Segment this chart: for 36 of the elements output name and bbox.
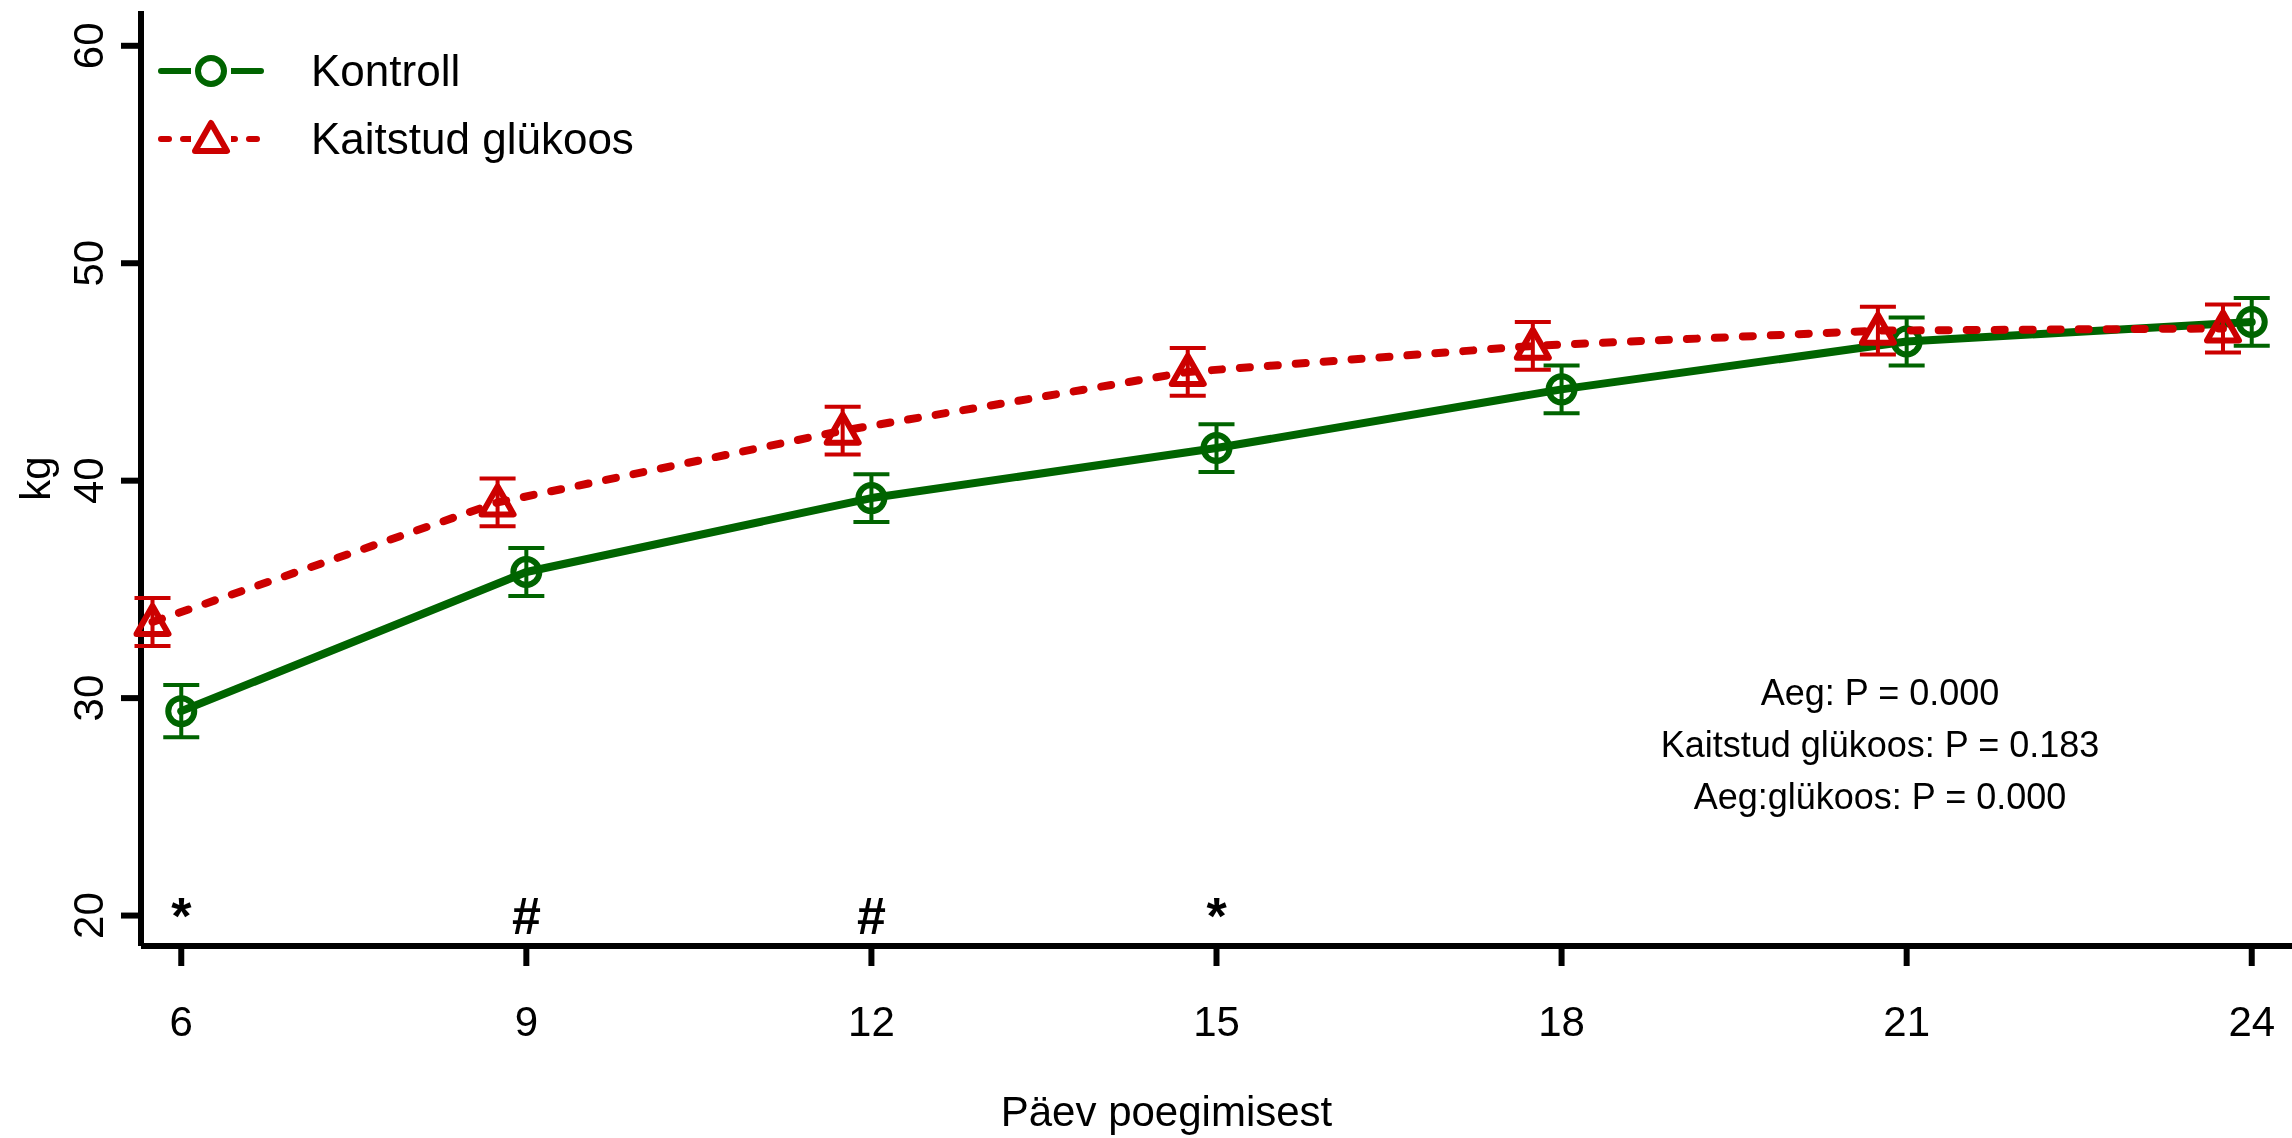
- point: [165, 695, 198, 728]
- point: [478, 483, 517, 518]
- y-tick-label: 20: [65, 892, 112, 939]
- annotation: *: [171, 887, 193, 945]
- x-tick-label: 21: [1883, 998, 1931, 1045]
- annotation: Aeg: P = 0.000: [1760, 672, 2000, 713]
- point: [2203, 309, 2242, 344]
- point: [823, 411, 862, 446]
- x-axis-title: Päev poegimisest: [1000, 1088, 1333, 1135]
- y-tick-label: 60: [65, 22, 112, 70]
- x-tick-label: 12: [848, 998, 895, 1045]
- y-tick-label: 30: [65, 674, 112, 722]
- y-tick-label: 50: [65, 239, 112, 287]
- point: [510, 556, 543, 588]
- y-tick-label: 40: [65, 457, 112, 505]
- point: [1200, 432, 1233, 465]
- annotation: #: [856, 887, 886, 945]
- point: [1168, 352, 1207, 387]
- legend-label: Kontroll: [311, 46, 461, 95]
- point: [1545, 373, 1578, 406]
- x-tick-label: 18: [1538, 998, 1585, 1045]
- x-tick-label: 24: [2228, 998, 2276, 1045]
- annotation: *: [1206, 887, 1228, 945]
- point: [2235, 305, 2268, 338]
- x-tick-label: 9: [514, 998, 539, 1045]
- point: [1513, 326, 1552, 361]
- y-axis-title: kg: [12, 456, 59, 501]
- x-tick-label: 15: [1193, 998, 1240, 1045]
- point: [855, 482, 888, 515]
- point: [1858, 311, 1897, 346]
- legend-label: Kaitstud glükoos: [311, 114, 634, 163]
- annotation: #: [511, 887, 541, 945]
- x-tick-label: 6: [169, 998, 193, 1045]
- annotation: Kaitstud glükoos: P = 0.183: [1660, 724, 2100, 765]
- point: [133, 603, 172, 638]
- annotation: Aeg:glükoos: P = 0.000: [1693, 776, 2067, 817]
